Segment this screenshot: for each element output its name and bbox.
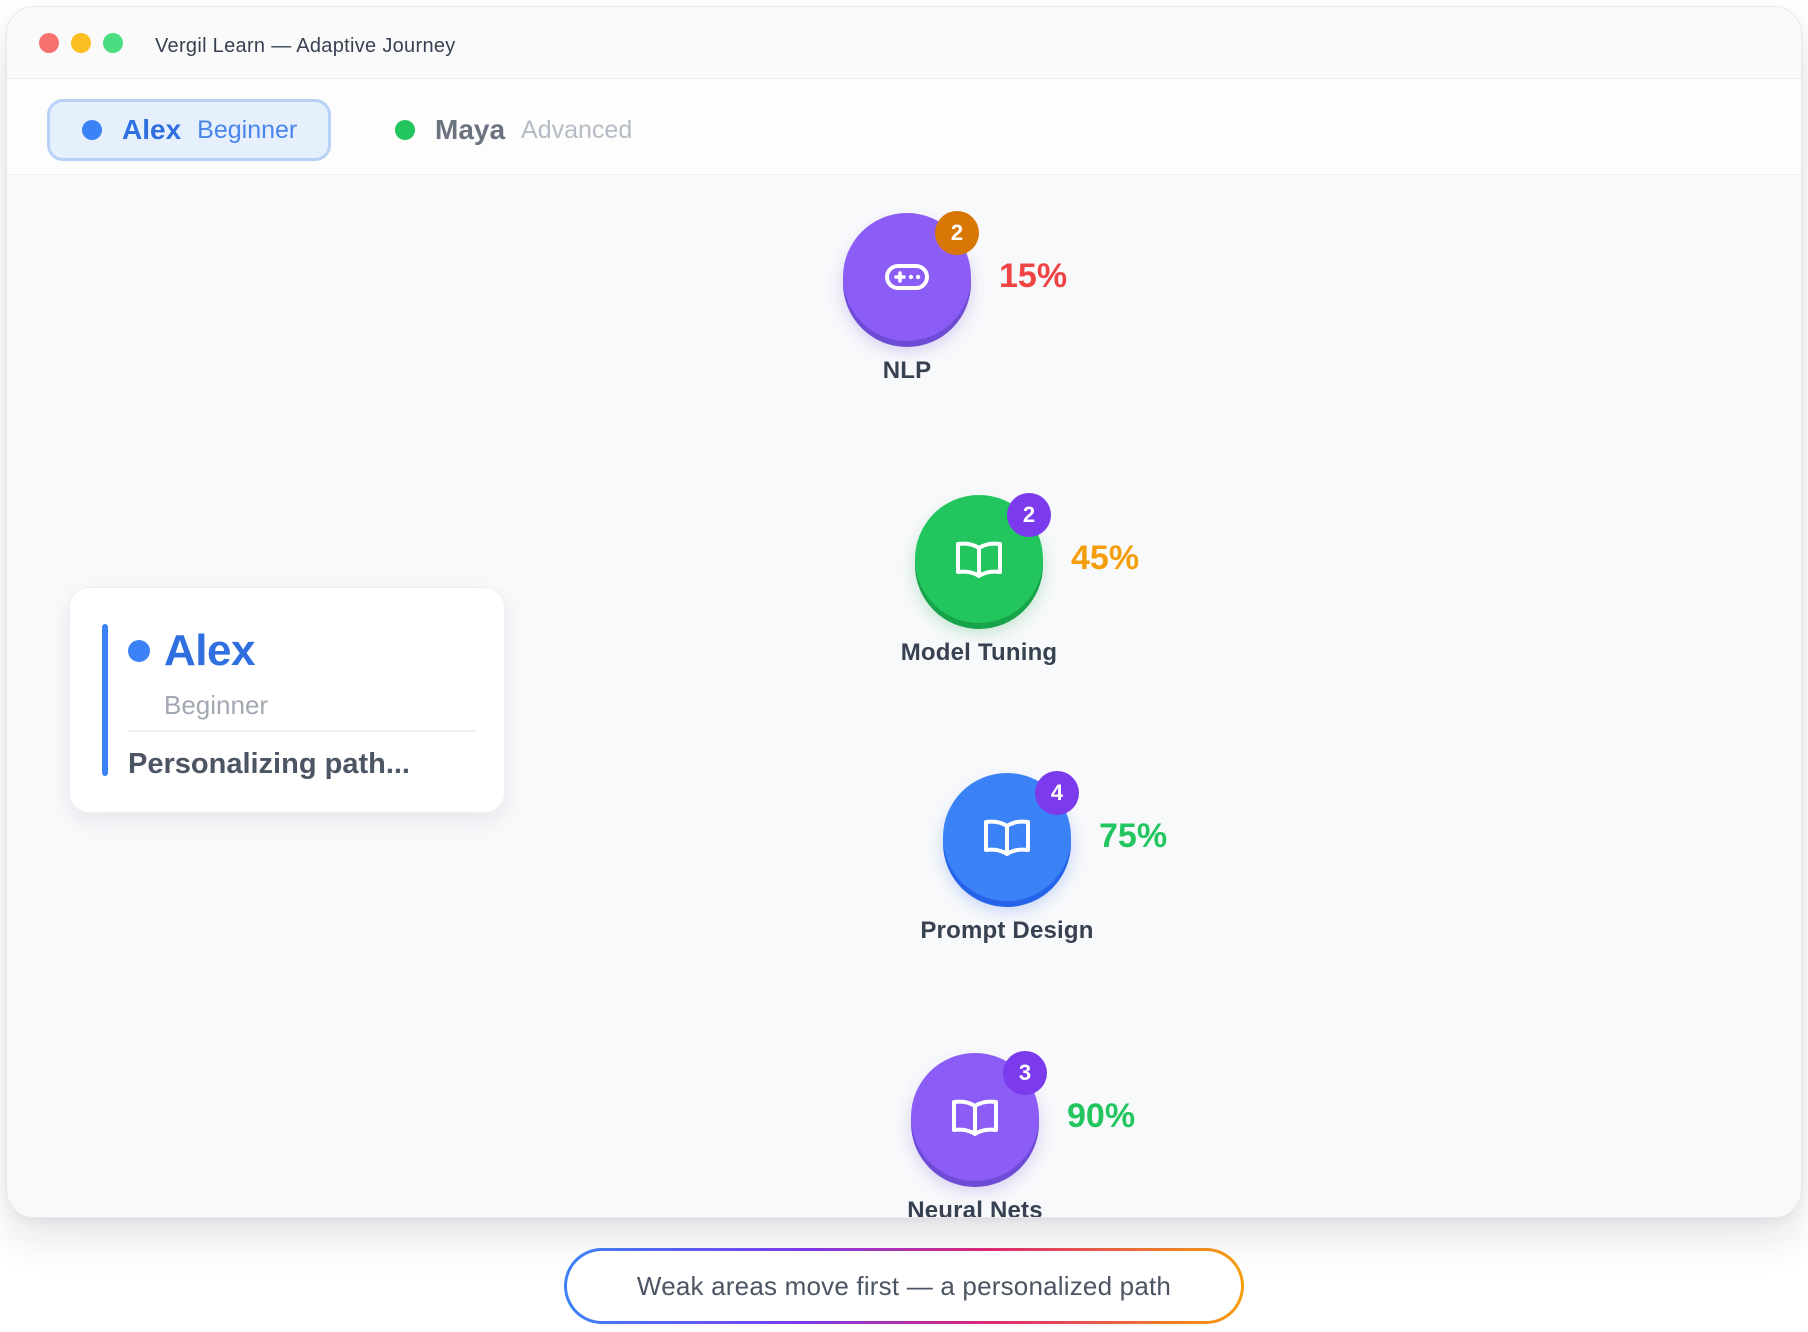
learner-status-dot — [82, 120, 102, 140]
skill-node-neural-nets: 3 90% Neural Nets — [907, 1051, 1135, 1217]
learner-tab-bar: Alex Beginner Maya Advanced — [7, 79, 1801, 175]
profile-accent-bar — [102, 624, 108, 776]
skill-node-prompt-design: 4 75% Prompt Design — [920, 771, 1167, 944]
learner-profile-card: Alex Beginner Personalizing path... — [69, 587, 505, 813]
tab-maya[interactable]: Maya Advanced — [363, 99, 663, 161]
mastery-percent: 75% — [1099, 817, 1168, 855]
book-icon — [984, 819, 1030, 856]
title-bar: Vergil Learn — Adaptive Journey — [7, 7, 1801, 79]
caption-text: Weak areas move first — a personalized p… — [567, 1251, 1241, 1321]
profile-divider — [128, 730, 476, 732]
profile-level: Beginner — [164, 690, 269, 720]
skill-node-label: Prompt Design — [920, 917, 1094, 944]
lesson-count-badge: 4 — [1035, 771, 1079, 815]
profile-status: Personalizing path... — [128, 748, 410, 780]
gamepad-icon — [885, 264, 929, 290]
skill-node-label: NLP — [882, 357, 932, 384]
tab-learner-level: Advanced — [521, 115, 633, 144]
lesson-count-badge: 2 — [1007, 493, 1051, 537]
mastery-percent: 15% — [999, 257, 1068, 295]
minimize-window-button[interactable] — [71, 33, 91, 53]
learner-status-dot — [395, 120, 415, 140]
tab-learner-level: Beginner — [197, 115, 298, 144]
lesson-count-badge: 3 — [1003, 1051, 1047, 1095]
tab-learner-name: Maya — [435, 114, 506, 145]
journey-canvas: Alex Beginner Personalizing path... 2 15… — [7, 175, 1801, 1217]
skill-node-model-tuning: 2 45% Model Tuning — [901, 493, 1139, 666]
close-window-button[interactable] — [39, 33, 59, 53]
window-title: Vergil Learn — Adaptive Journey — [155, 35, 456, 57]
book-icon — [952, 1099, 998, 1136]
skill-node-label: Model Tuning — [900, 639, 1058, 666]
tab-alex[interactable]: Alex Beginner — [47, 99, 331, 161]
mastery-percent: 45% — [1071, 539, 1140, 577]
profile-status-dot — [128, 640, 150, 662]
tab-learner-name: Alex — [122, 114, 182, 145]
skill-node-nlp: 2 15% NLP — [843, 211, 1067, 384]
mastery-percent: 90% — [1067, 1097, 1136, 1135]
app-window: Vergil Learn — Adaptive Journey Alex Beg… — [6, 6, 1802, 1218]
skill-node-label: Neural Nets — [907, 1197, 1043, 1218]
caption-pill: Weak areas move first — a personalized p… — [564, 1248, 1244, 1324]
profile-name: Alex — [164, 626, 255, 675]
maximize-window-button[interactable] — [103, 33, 123, 53]
lesson-count-badge: 2 — [935, 211, 979, 255]
book-icon — [956, 541, 1002, 578]
